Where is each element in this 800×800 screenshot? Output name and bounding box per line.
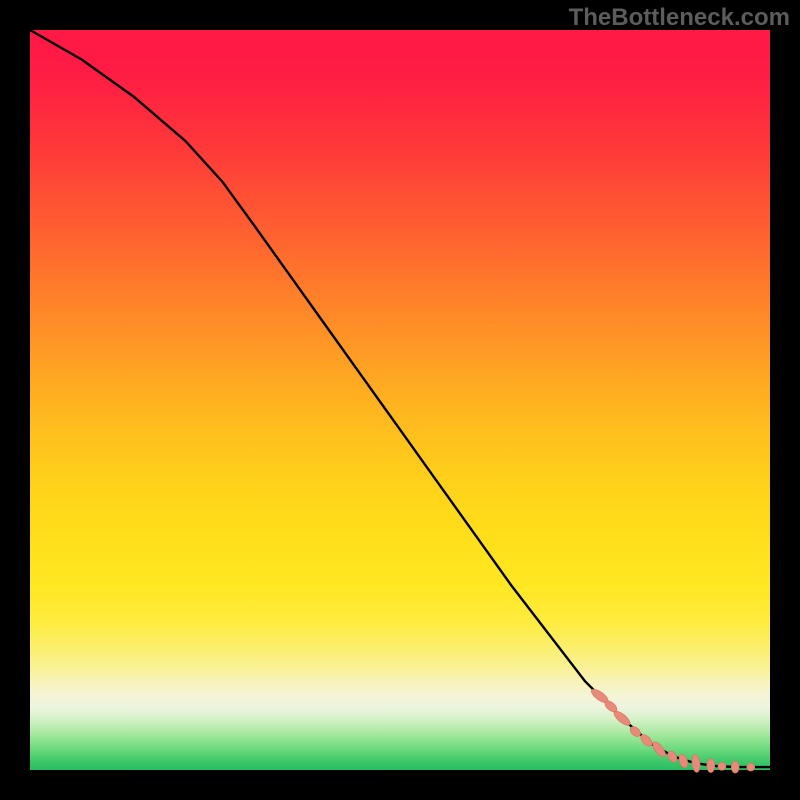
bottleneck-chart — [0, 0, 800, 800]
data-marker — [747, 763, 755, 771]
plot-background — [30, 30, 770, 770]
watermark-label: TheBottleneck.com — [569, 4, 790, 32]
data-marker — [707, 759, 715, 773]
data-marker — [718, 762, 726, 770]
data-marker — [731, 761, 739, 773]
chart-stage: TheBottleneck.com — [0, 0, 800, 800]
